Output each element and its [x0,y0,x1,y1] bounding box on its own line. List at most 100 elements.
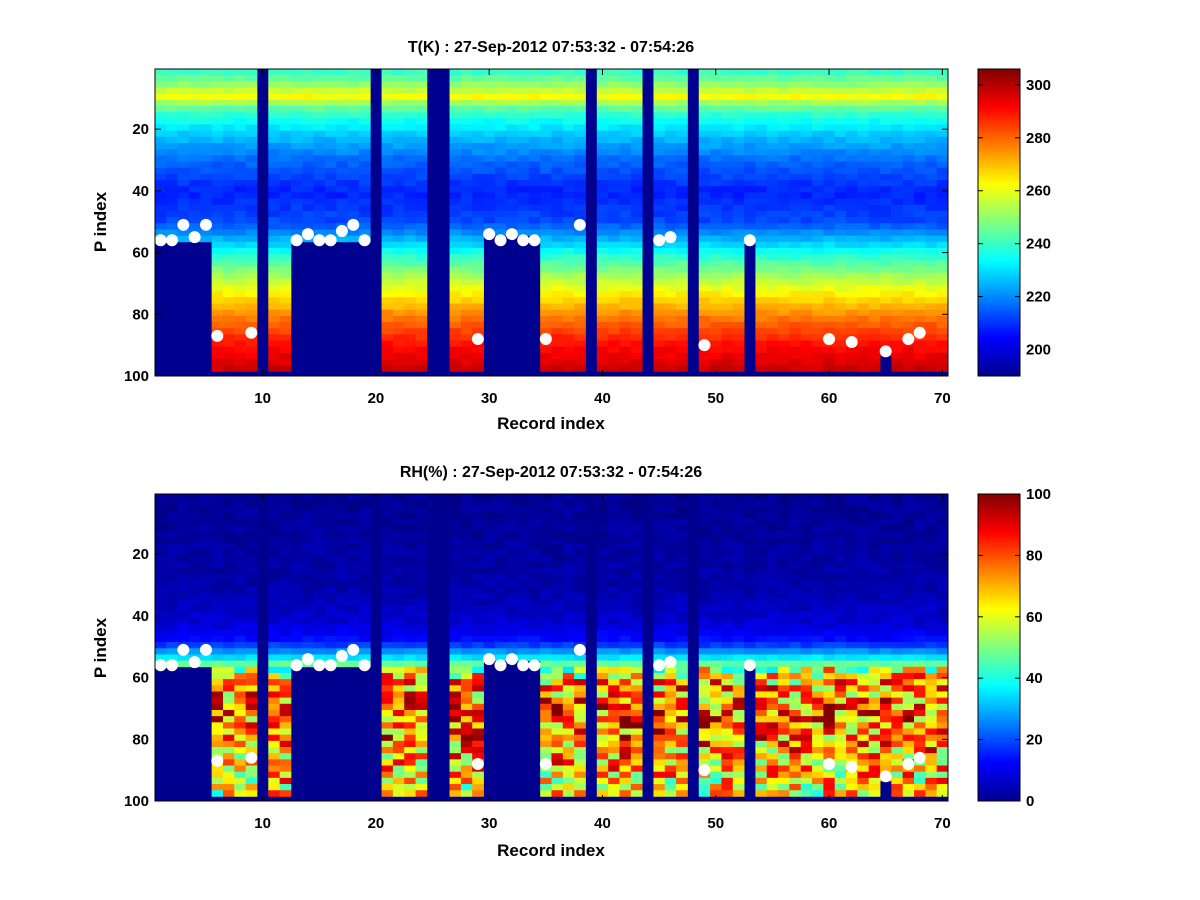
humidity-cell [381,716,394,723]
temperature-cell [789,161,802,169]
humidity-cell [313,654,326,662]
humidity-cell [766,518,779,526]
humidity-cell [279,494,292,501]
temperature-cell [381,352,394,360]
humidity-cell [653,598,666,606]
humidity-cell [664,790,677,797]
humidity-cell [358,617,371,624]
temperature-cell [336,118,348,125]
humidity-cell [528,561,541,569]
temperature-cell [812,322,824,329]
temperature-cell [789,167,802,175]
temperature-cell [676,75,688,82]
humidity-cell [313,611,326,618]
humidity-cell [630,518,643,526]
temperature-cell [630,124,643,132]
humidity-cell [698,709,711,717]
humidity-cell [392,568,405,575]
temperature-cell [449,173,462,181]
humidity-cell [483,543,496,550]
humidity-cell [676,679,688,686]
temperature-cell [936,272,949,280]
temperature-cell [744,106,756,113]
temperature-cell [766,266,779,274]
temperature-cell [880,322,892,329]
temperature-cell [381,155,394,162]
temperature-cell [494,198,507,206]
humidity-cell [279,654,292,662]
temperature-cell [823,254,836,261]
humidity-cell [200,635,213,643]
temperature-cell [891,254,904,261]
humidity-cell [653,531,666,538]
temperature-cell [664,124,677,132]
humidity-cell [744,605,756,612]
humidity-cell [755,697,768,705]
temperature-cell [936,210,949,218]
humidity-cell [381,777,394,785]
temperature-cell [540,173,552,181]
temperature-cell [381,204,394,212]
temperature-cell [880,217,892,224]
temperature-cell [800,365,813,372]
temperature-cell [676,272,688,280]
temperature-cell [290,124,303,132]
temperature-cell [596,173,609,181]
humidity-cell [755,500,768,507]
temperature-cell [925,309,938,317]
temperature-cell [472,136,484,144]
temperature-cell [155,186,167,193]
humidity-cell [234,709,247,717]
humidity-cell [755,777,768,785]
humidity-cell [778,666,790,674]
humidity-cell [211,518,224,526]
temperature-cell [347,173,360,181]
temperature-cell [664,340,677,348]
temperature-cell [279,365,292,372]
humidity-cell [596,642,609,649]
temperature-cell [506,217,518,224]
humidity-cell [506,574,518,581]
temperature-cell [551,167,564,175]
humidity-cell [245,524,258,532]
humidity-cell [551,500,564,507]
humidity-cell [381,747,394,754]
humidity-cell [290,555,303,563]
humidity-cell [540,722,552,729]
humidity-cell [664,703,677,711]
humidity-cell [698,716,711,723]
humidity-cell [404,709,416,717]
temperature-cell [381,143,394,150]
humidity-cell [155,635,167,643]
humidity-cell [166,537,179,544]
temperature-cell [721,229,734,237]
temperature-cell [279,173,292,181]
temperature-cell [812,365,824,372]
humidity-cell [778,777,790,785]
temperature-cell [313,149,326,156]
temperature-cell [676,136,688,144]
humidity-cell [528,617,541,624]
temperature-cell [846,130,858,138]
humidity-cell [540,771,552,779]
humidity-cell [721,660,734,668]
temperature-cell [562,235,575,243]
temperature-cell [324,143,337,150]
temperature-cell [766,173,779,181]
humidity-cell [200,586,213,594]
temperature-cell [698,284,711,292]
temperature-cell [823,192,836,199]
temperature-cell [392,272,405,280]
humidity-cell [676,790,688,797]
humidity-cell [358,654,371,662]
temperature-cell [789,93,802,101]
humidity-cell [778,580,790,587]
temperature-cell [812,180,824,187]
humidity-cell [517,537,530,544]
temperature-cell [324,130,337,138]
humidity-cell [222,784,235,791]
humidity-cell [222,537,235,544]
humidity-cell [245,574,258,581]
temperature-cell [800,93,813,101]
temperature-cell [925,235,938,243]
